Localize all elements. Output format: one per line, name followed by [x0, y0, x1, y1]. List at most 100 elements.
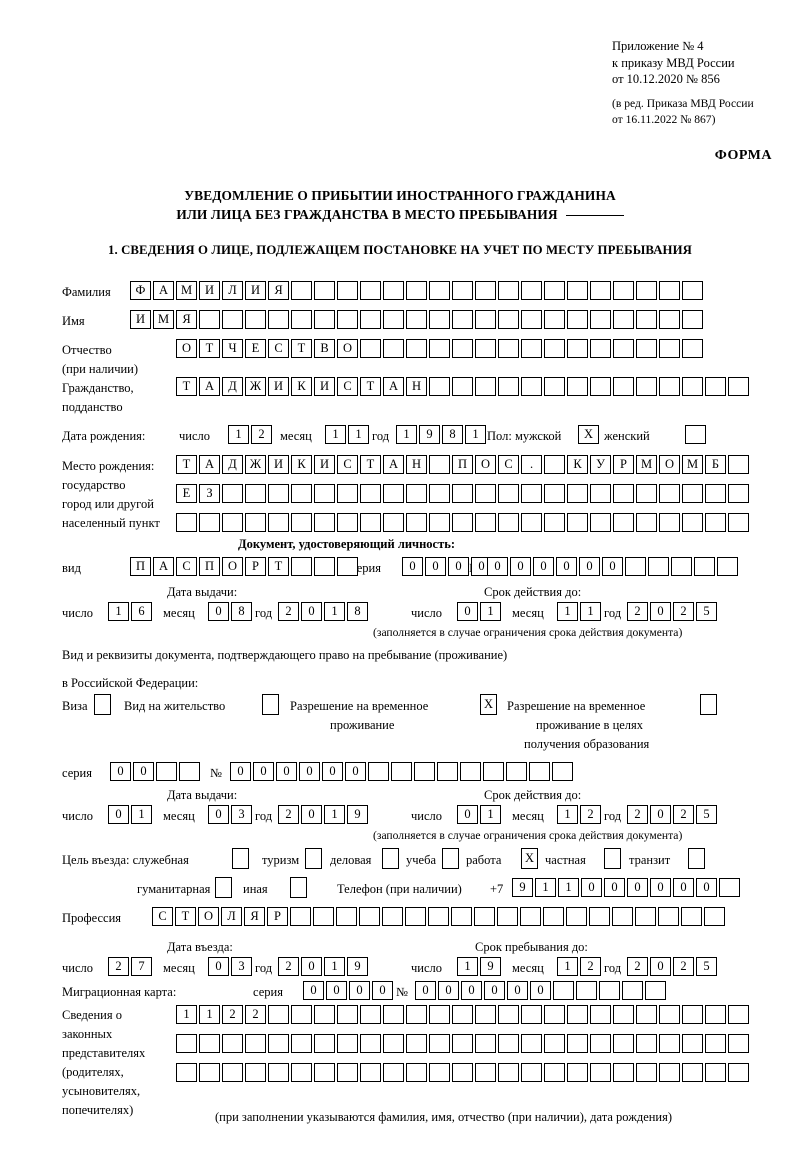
field-birthplace-line-1-cell[interactable]: И — [314, 455, 335, 474]
field-doc-kind-cell[interactable] — [291, 557, 312, 576]
field-entry-day-cell[interactable]: 7 — [131, 957, 152, 976]
field-legal-line-2-cell[interactable] — [590, 1034, 611, 1053]
field-permit-issue-day-cell[interactable]: 0 — [108, 805, 129, 824]
field-permit-number-cell[interactable]: 0 — [299, 762, 320, 781]
field-legal-line-1-cell[interactable] — [314, 1005, 335, 1024]
checkbox-purpose-private[interactable] — [604, 848, 621, 869]
field-legal-line-3-cell[interactable] — [636, 1063, 657, 1082]
field-birthplace-line-2-cell[interactable] — [521, 484, 542, 503]
field-birthplace-line-2-cell[interactable] — [613, 484, 634, 503]
field-birthplace-line-3-cell[interactable] — [567, 513, 588, 532]
field-birthplace-line-2-cell[interactable] — [222, 484, 243, 503]
field-legal-line-1-cell[interactable] — [498, 1005, 519, 1024]
field-firstname-cell[interactable] — [544, 310, 565, 329]
field-surname-cell[interactable] — [567, 281, 588, 300]
field-legal-line-3-cell[interactable] — [475, 1063, 496, 1082]
field-legal-line-1-cell[interactable] — [429, 1005, 450, 1024]
field-birthplace-line-1-cell[interactable]: А — [199, 455, 220, 474]
checkbox-purpose-official[interactable] — [232, 848, 249, 869]
field-legal-line-2-cell[interactable] — [452, 1034, 473, 1053]
field-stay-year-cell[interactable]: 2 — [627, 957, 648, 976]
field-permit-valid-month-cell[interactable]: 1 — [557, 805, 578, 824]
field-birthplace-line-1-cell[interactable]: Ж — [245, 455, 266, 474]
field-stay-year-cell[interactable]: 2 — [673, 957, 694, 976]
field-firstname-cell[interactable] — [498, 310, 519, 329]
field-legal-line-2-cell[interactable] — [199, 1034, 220, 1053]
field-birthplace-line-2-cell[interactable]: З — [199, 484, 220, 503]
field-firstname-cell[interactable] — [222, 310, 243, 329]
field-patronymic-cell[interactable] — [636, 339, 657, 358]
field-phone-cell[interactable]: 0 — [696, 878, 717, 897]
field-legal-line-2-cell[interactable] — [567, 1034, 588, 1053]
field-surname-cell[interactable]: М — [176, 281, 197, 300]
field-legal-line-1-cell[interactable] — [337, 1005, 358, 1024]
field-profession-cell[interactable] — [520, 907, 541, 926]
field-birth-day-cell[interactable]: 2 — [251, 425, 272, 444]
field-legal-line-1-cell[interactable] — [682, 1005, 703, 1024]
field-mcard-number-cell[interactable]: 0 — [530, 981, 551, 1000]
field-doc-valid-year-cell[interactable]: 0 — [650, 602, 671, 621]
field-profession-cell[interactable] — [359, 907, 380, 926]
field-phone-cell[interactable]: 0 — [650, 878, 671, 897]
field-birthplace-line-1-cell[interactable]: С — [498, 455, 519, 474]
field-birthplace-line-3[interactable] — [176, 513, 749, 532]
field-legal-line-2-cell[interactable] — [636, 1034, 657, 1053]
field-legal-line-3-cell[interactable] — [728, 1063, 749, 1082]
field-permit-number-cell[interactable]: 0 — [345, 762, 366, 781]
checkbox-purpose-transit[interactable] — [688, 848, 705, 869]
field-citizenship-cell[interactable] — [521, 377, 542, 396]
field-doc-number-cell[interactable] — [717, 557, 738, 576]
field-citizenship-cell[interactable]: С — [337, 377, 358, 396]
field-birthplace-line-1-cell[interactable]: Р — [613, 455, 634, 474]
field-doc-number-cell[interactable]: 0 — [533, 557, 554, 576]
field-legal-line-1-cell[interactable] — [544, 1005, 565, 1024]
field-phone-cell[interactable]: 0 — [627, 878, 648, 897]
field-citizenship-cell[interactable] — [705, 377, 726, 396]
field-legal-line-3-cell[interactable] — [383, 1063, 404, 1082]
field-stay-month-cell[interactable]: 2 — [580, 957, 601, 976]
field-mcard-number-cell[interactable] — [622, 981, 643, 1000]
field-legal-line-3-cell[interactable] — [406, 1063, 427, 1082]
field-birthplace-line-1-cell[interactable]: О — [659, 455, 680, 474]
field-surname-cell[interactable] — [613, 281, 634, 300]
field-patronymic-cell[interactable] — [498, 339, 519, 358]
field-patronymic-cell[interactable] — [475, 339, 496, 358]
field-legal-line-3-cell[interactable] — [337, 1063, 358, 1082]
field-doc-issue-year-cell[interactable]: 8 — [347, 602, 368, 621]
field-birthplace-line-3-cell[interactable] — [222, 513, 243, 532]
field-legal-line-3-cell[interactable] — [291, 1063, 312, 1082]
field-permit-number-cell[interactable] — [460, 762, 481, 781]
field-doc-issue-month-cell[interactable]: 0 — [208, 602, 229, 621]
field-birthplace-line-1-cell[interactable]: С — [337, 455, 358, 474]
checkbox-purpose-study[interactable] — [442, 848, 459, 869]
field-patronymic-cell[interactable]: Е — [245, 339, 266, 358]
field-legal-line-2-cell[interactable] — [521, 1034, 542, 1053]
field-patronymic-cell[interactable] — [567, 339, 588, 358]
field-birthplace-line-1-cell[interactable]: . — [521, 455, 542, 474]
field-stay-month-cell[interactable]: 1 — [557, 957, 578, 976]
field-entry-year-cell[interactable]: 0 — [301, 957, 322, 976]
field-doc-series-cell[interactable]: 0 — [402, 557, 423, 576]
field-doc-number-cell[interactable]: 0 — [487, 557, 508, 576]
field-mcard-number-cell[interactable]: 0 — [507, 981, 528, 1000]
field-firstname-cell[interactable] — [337, 310, 358, 329]
field-surname-cell[interactable] — [360, 281, 381, 300]
field-permit-issue-year-cell[interactable]: 9 — [347, 805, 368, 824]
field-birthplace-line-2-cell[interactable] — [475, 484, 496, 503]
field-mcard-number-cell[interactable] — [553, 981, 574, 1000]
field-birthplace-line-3-cell[interactable] — [268, 513, 289, 532]
field-mcard-series-cell[interactable]: 0 — [303, 981, 324, 1000]
field-surname-cell[interactable] — [337, 281, 358, 300]
field-doc-number-cell[interactable] — [694, 557, 715, 576]
field-legal-line-2-cell[interactable] — [314, 1034, 335, 1053]
field-citizenship-cell[interactable]: А — [199, 377, 220, 396]
field-phone-cell[interactable]: 1 — [558, 878, 579, 897]
field-birthplace-line-3-cell[interactable] — [360, 513, 381, 532]
field-phone-cell[interactable]: 0 — [673, 878, 694, 897]
